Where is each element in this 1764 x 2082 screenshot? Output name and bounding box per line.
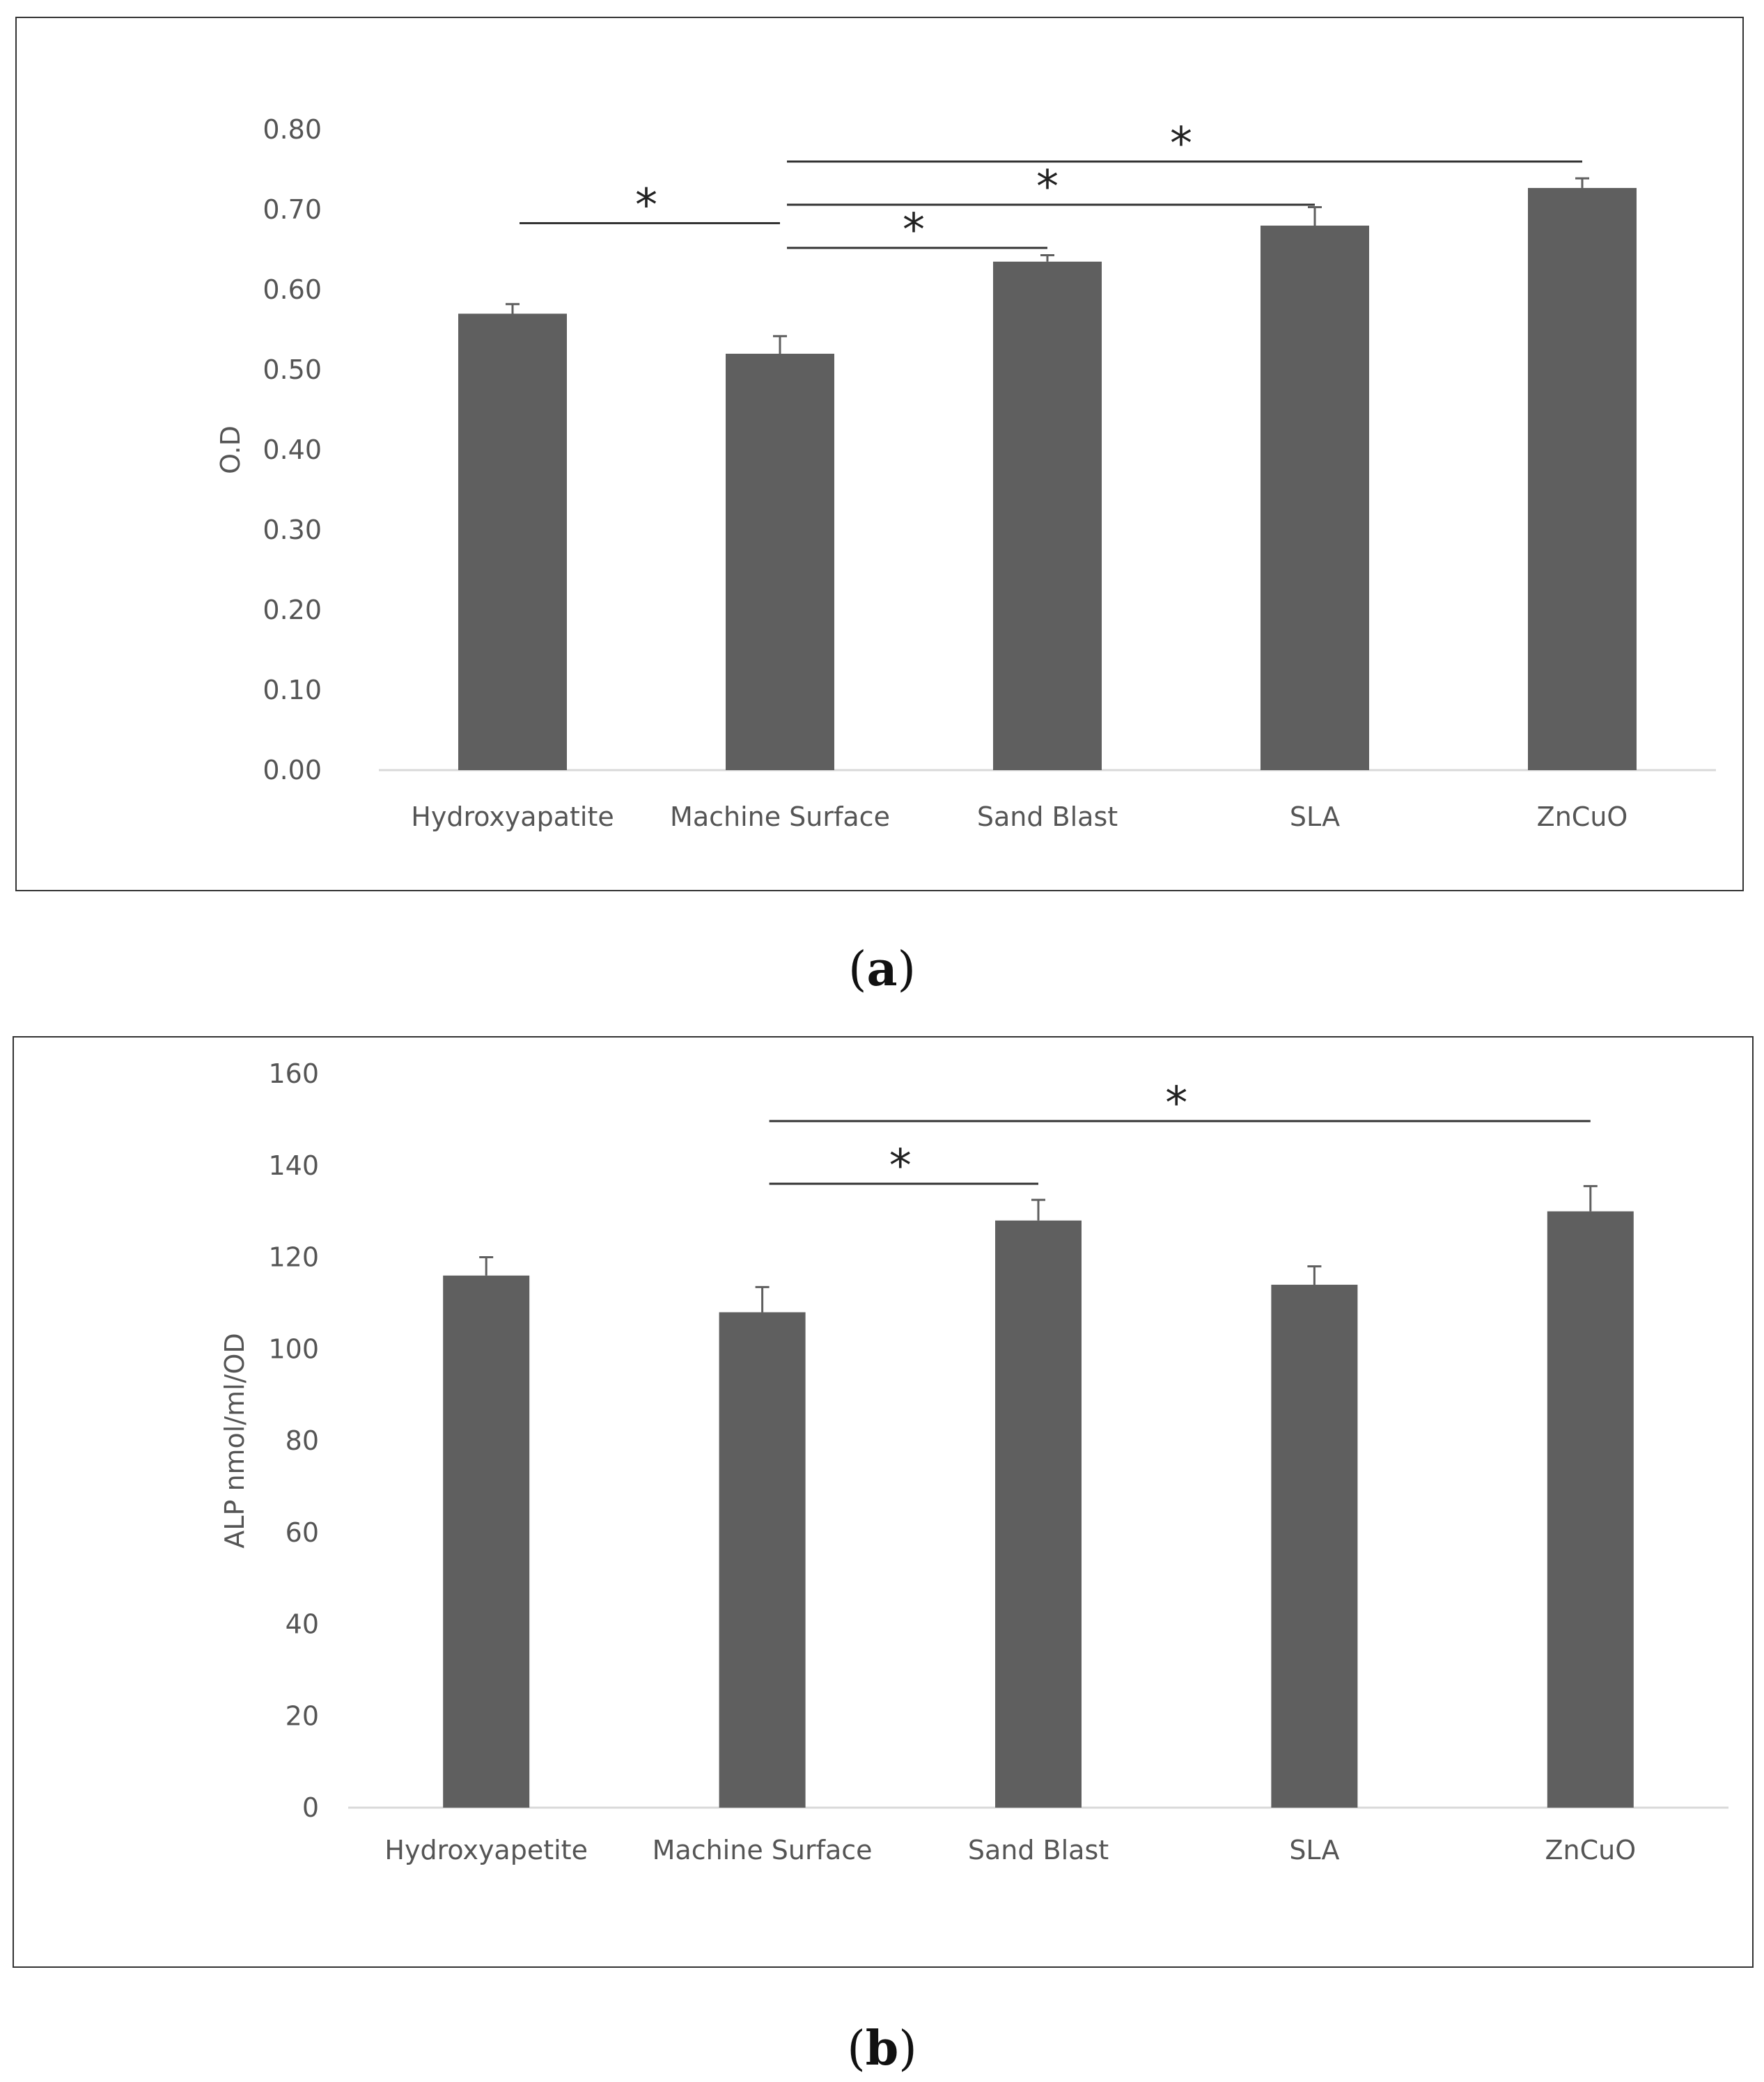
- chart-panel-b: 0 20 40 60 80 100 120 140 160 ALP nmol/ml/OD Hydro…: [13, 1036, 1754, 1968]
- bar-hydroxyapatite: [458, 313, 567, 770]
- caption-a: (a): [848, 941, 916, 997]
- y-tick-label: 160: [268, 1058, 319, 1089]
- y-tick-label: 0.00: [263, 755, 322, 785]
- category-label: Machine Surface: [653, 1835, 873, 1865]
- bar-machine-surface: [726, 354, 834, 770]
- bar-zncuo: [1547, 1211, 1634, 1808]
- category-label: Hydroxyapetite: [384, 1835, 588, 1865]
- caption-b: (b): [847, 2021, 917, 2076]
- category-label: ZnCuO: [1537, 801, 1628, 832]
- bar-zncuo: [1528, 187, 1637, 770]
- bar-sla: [1260, 226, 1369, 770]
- bar-sand-blast: [995, 1220, 1082, 1808]
- bar-machine-surface: [719, 1312, 806, 1808]
- category-label: Sand Blast: [977, 801, 1118, 832]
- y-tick-label: 20: [286, 1700, 319, 1731]
- y-tick-label: 40: [286, 1609, 319, 1640]
- y-tick-label: 0.70: [263, 194, 322, 225]
- category-label: SLA: [1289, 1835, 1339, 1865]
- category-label: Sand Blast: [968, 1835, 1109, 1865]
- significance-star: *: [1036, 162, 1059, 213]
- y-tick-label: 100: [268, 1333, 319, 1364]
- significance-star: *: [889, 1141, 912, 1192]
- category-label: Machine Surface: [670, 801, 890, 832]
- y-tick-label: 80: [286, 1425, 319, 1456]
- caption-a-label: a: [866, 941, 898, 997]
- y-tick-label: 0.30: [263, 515, 322, 545]
- category-label: ZnCuO: [1545, 1835, 1636, 1865]
- y-tick-label: 140: [268, 1150, 319, 1181]
- bar-hydroxyapetite: [443, 1275, 530, 1808]
- significance-star: *: [903, 205, 925, 256]
- y-tick-label: 0.80: [263, 114, 322, 145]
- chart-panel-a: 0.00 0.10 0.20 0.30 0.40 0.50 0.60 0.70 0.80 O.D H…: [15, 17, 1744, 891]
- bar-chart-b: 0 20 40 60 80 100 120 140 160 ALP nmol/ml/OD Hydro…: [219, 1058, 1728, 1865]
- significance-star: *: [1170, 118, 1192, 170]
- bar-sand-blast: [993, 261, 1102, 770]
- significance-star: *: [1165, 1078, 1187, 1129]
- y-tick-label: 0.10: [263, 675, 322, 705]
- y-axis-title: ALP nmol/ml/OD: [219, 1333, 250, 1548]
- y-tick-label: 0.60: [263, 274, 322, 305]
- category-label: Hydroxyapatite: [411, 801, 614, 832]
- y-axis-title: O.D: [215, 425, 246, 474]
- y-tick-label: 0.50: [263, 354, 322, 385]
- y-tick-label: 60: [286, 1517, 319, 1548]
- significance-star: *: [635, 180, 657, 232]
- y-tick-label: 0.20: [263, 595, 322, 625]
- y-tick-label: 120: [268, 1242, 319, 1273]
- y-tick-label: 0.40: [263, 435, 322, 465]
- category-label: SLA: [1290, 801, 1340, 832]
- bar-chart-a: 0.00 0.10 0.20 0.30 0.40 0.50 0.60 0.70 0.80 O.D H…: [215, 114, 1716, 832]
- y-tick-label: 0: [302, 1792, 319, 1823]
- bar-sla: [1271, 1285, 1358, 1808]
- caption-b-label: b: [865, 2021, 899, 2076]
